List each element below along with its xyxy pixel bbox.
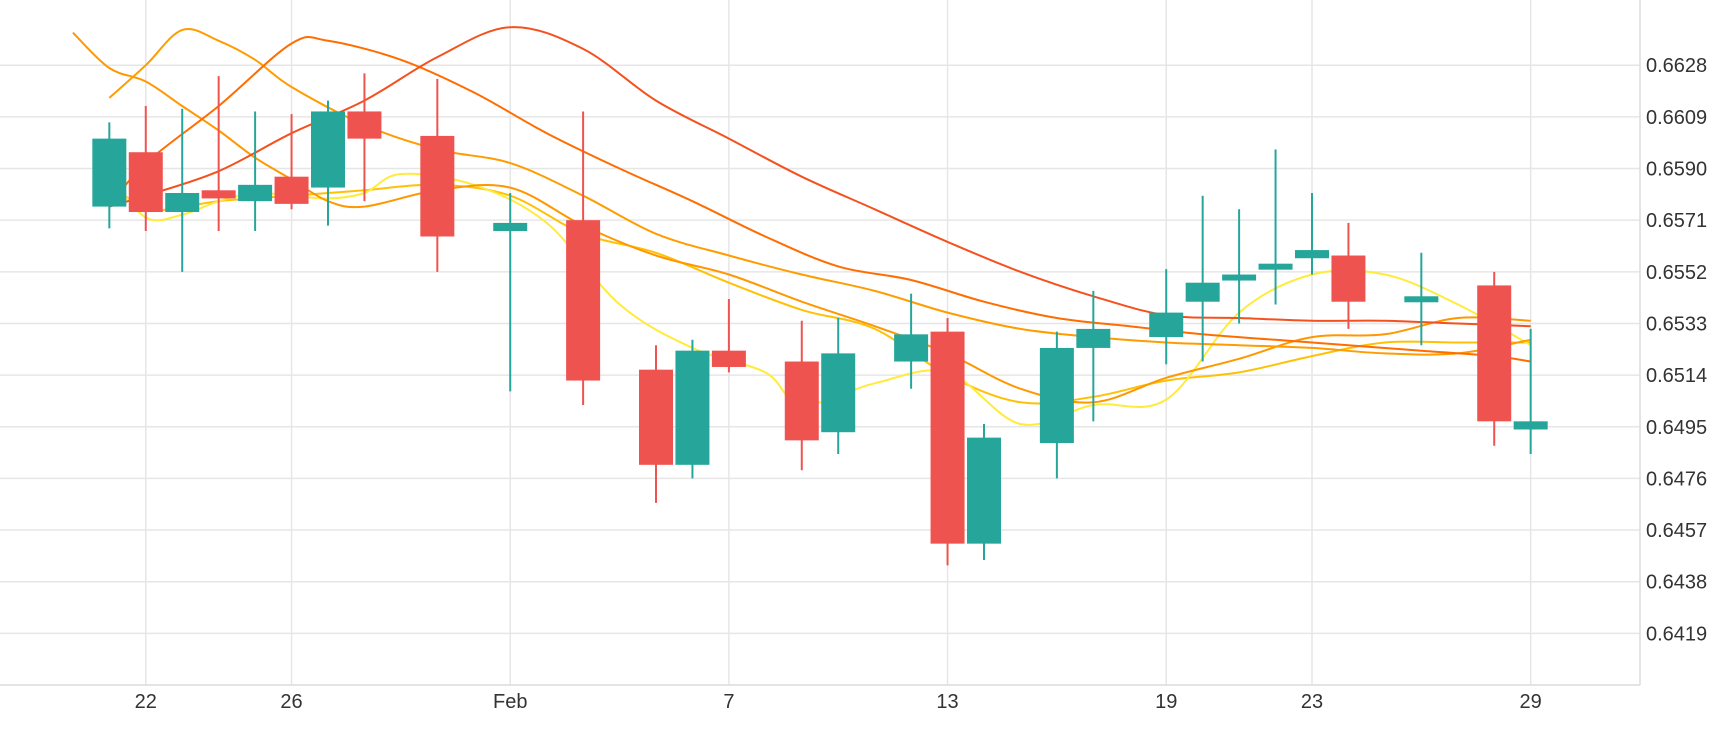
candle-up (1039, 331, 1074, 479)
y-tick-label: 0.6476 (1646, 468, 1707, 490)
y-tick-label: 0.6514 (1646, 365, 1707, 387)
candle-body (274, 176, 309, 204)
candle-body (1404, 296, 1439, 303)
candle-up (1185, 195, 1220, 362)
candle-up (493, 192, 528, 392)
candle-body (821, 353, 856, 433)
candle-down (639, 345, 673, 503)
candle-body (566, 220, 601, 381)
candle-body (1477, 285, 1512, 422)
candle-down (274, 114, 309, 210)
candle-down (1477, 271, 1512, 446)
candles (92, 73, 1548, 566)
x-tick-label: 19 (1155, 691, 1177, 713)
candle-body (1222, 274, 1257, 281)
candle-up (311, 100, 345, 226)
x-tick-label: 26 (280, 691, 302, 713)
candle-body (1149, 312, 1184, 338)
candle-down (566, 111, 601, 406)
candle-body (311, 111, 345, 188)
candle-body (639, 369, 673, 465)
candle-down (711, 299, 746, 373)
y-tick-label: 0.6457 (1646, 520, 1707, 542)
y-tick-label: 0.6438 (1646, 572, 1707, 594)
candle-body (238, 184, 273, 202)
candle-body (894, 334, 929, 362)
y-tick-label: 0.6571 (1646, 210, 1707, 232)
x-tick-label: Feb (493, 691, 527, 713)
candle-body (347, 111, 382, 139)
candle-up (165, 108, 200, 272)
candle-body (1331, 255, 1366, 302)
candle-down (784, 320, 819, 471)
candle-body (675, 350, 710, 465)
y-tick-label: 0.6552 (1646, 262, 1707, 284)
candle-down (347, 73, 382, 202)
candle-body (784, 361, 819, 441)
candle-up (894, 293, 929, 389)
y-tick-label: 0.6533 (1646, 313, 1707, 335)
indicator-line-5 (108, 36, 1531, 363)
candle-body (930, 331, 965, 544)
y-tick-label: 0.6609 (1646, 107, 1707, 129)
candle-body (92, 138, 127, 207)
indicator-line-3 (72, 31, 1531, 404)
candle-body (201, 190, 236, 199)
x-tick-label: 29 (1520, 691, 1542, 713)
candle-body (711, 350, 746, 367)
candle-body (165, 192, 200, 213)
candle-up (92, 122, 127, 229)
candle-up (821, 318, 856, 454)
candle-down (128, 106, 163, 232)
x-tick-label: 23 (1301, 691, 1323, 713)
candle-body (128, 152, 163, 213)
indicator-line-1 (108, 181, 1531, 405)
y-tick-label: 0.6495 (1646, 417, 1707, 439)
candle-up (1295, 192, 1329, 275)
candle-up (967, 424, 1001, 560)
axes: 0.6628 0.6609 0.6590 0.6571 0.6552 0.6533 0.65… (0, 0, 1707, 713)
candle-up (1149, 269, 1184, 365)
candle-down (1331, 222, 1366, 329)
candle-body (1295, 250, 1329, 259)
x-tick-label: 13 (936, 691, 958, 713)
candle-body (493, 222, 528, 232)
candle-body (1039, 347, 1074, 444)
candle-body (1258, 263, 1293, 270)
candle-up (238, 111, 273, 232)
candle-body (1076, 328, 1111, 348)
candle-body (967, 437, 1001, 544)
candle-down (930, 318, 965, 566)
indicator-line-4 (108, 27, 1531, 356)
candle-body (420, 135, 455, 237)
candle-up (1404, 252, 1439, 346)
candle-up (1513, 328, 1548, 454)
candle-up (1076, 290, 1111, 422)
candle-up (1258, 149, 1293, 305)
candle-down (201, 76, 236, 232)
candle-body (1513, 421, 1548, 430)
x-tick-label: 7 (723, 691, 734, 713)
candle-down (420, 78, 455, 272)
y-tick-label: 0.6628 (1646, 55, 1707, 77)
candle-up (1222, 209, 1257, 324)
y-tick-label: 0.6590 (1646, 159, 1707, 181)
candle-body (1185, 282, 1220, 302)
indicator-line-2 (108, 172, 1532, 426)
candle-up (675, 339, 710, 479)
x-tick-label: 22 (135, 691, 157, 713)
y-tick-label: 0.6419 (1646, 623, 1707, 645)
